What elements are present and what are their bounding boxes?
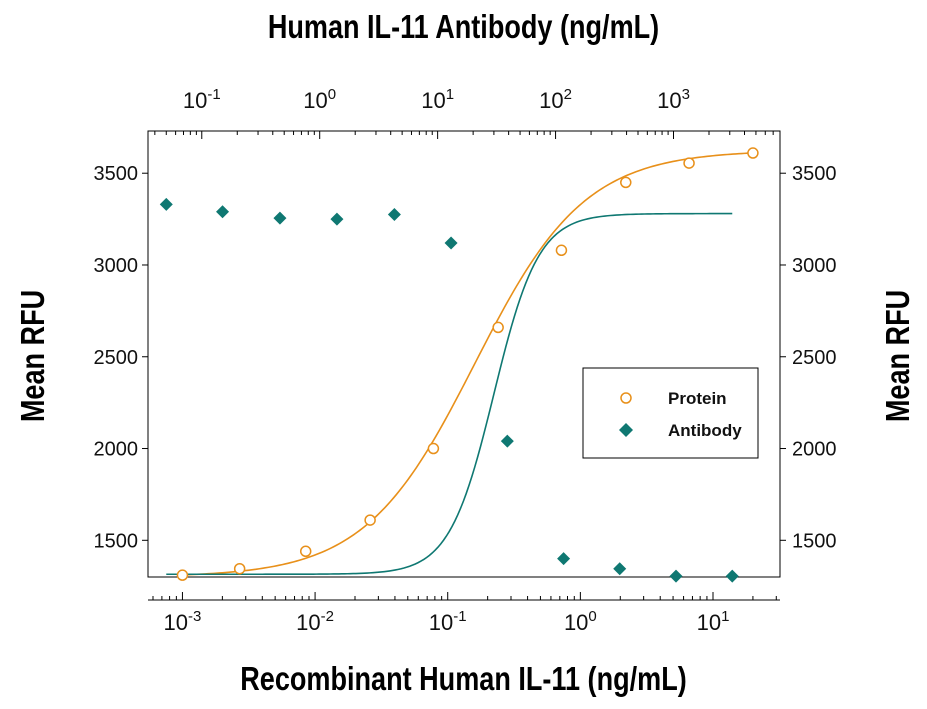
bottom-axis-title: Recombinant Human IL-11 (ng/mL) bbox=[240, 660, 687, 697]
top-x-tick-label: 10-1 bbox=[183, 86, 221, 113]
top-axis-title: Human IL-11 Antibody (ng/mL) bbox=[267, 8, 660, 45]
antibody-point bbox=[613, 562, 627, 576]
antibody-point bbox=[159, 197, 173, 211]
legend-antibody-label: Antibody bbox=[668, 421, 742, 440]
bottom-x-tick-label: 100 bbox=[564, 608, 597, 635]
fit-curves bbox=[166, 152, 753, 576]
y-tick-label-left: 3500 bbox=[94, 163, 139, 185]
protein-fit-curve bbox=[182, 152, 753, 576]
y-tick-label-left: 2500 bbox=[94, 347, 139, 369]
y-tick-label-left: 1500 bbox=[94, 530, 139, 552]
antibody-point bbox=[669, 569, 683, 583]
y-tick-label-right: 2500 bbox=[792, 347, 837, 369]
legend-box bbox=[582, 367, 759, 459]
protein-point bbox=[747, 147, 759, 159]
antibody-point bbox=[330, 212, 344, 226]
antibody-point bbox=[387, 208, 401, 222]
y-tick-label-right: 1500 bbox=[792, 530, 837, 552]
bottom-x-tick-label: 10-1 bbox=[429, 608, 467, 635]
y-tick-label-left: 2000 bbox=[94, 439, 139, 461]
data-points bbox=[159, 147, 759, 583]
y-tick-label-right: 3000 bbox=[792, 255, 837, 277]
antibody-point bbox=[216, 205, 230, 219]
y-tick-label-left: 3000 bbox=[94, 255, 139, 277]
top-x-tick-label: 100 bbox=[303, 86, 336, 113]
protein-point bbox=[683, 157, 695, 169]
antibody-fit-curve bbox=[166, 212, 733, 576]
protein-point bbox=[233, 562, 246, 575]
protein-point bbox=[620, 176, 632, 189]
antibody-point bbox=[273, 211, 287, 225]
protein-point bbox=[299, 545, 312, 558]
legend: Protein Antibody bbox=[582, 367, 759, 459]
legend-protein-label: Protein bbox=[668, 389, 727, 408]
bottom-x-tick-label: 101 bbox=[697, 608, 730, 635]
antibody-point bbox=[500, 434, 514, 448]
antibody-point bbox=[557, 552, 571, 566]
protein-point bbox=[555, 244, 568, 257]
legend-antibody-marker bbox=[619, 423, 633, 437]
top-x-tick-label: 103 bbox=[657, 86, 690, 113]
protein-point bbox=[364, 514, 376, 526]
y-tick-label-right: 3500 bbox=[792, 163, 837, 185]
protein-point bbox=[427, 442, 440, 455]
plot-area-frame bbox=[147, 130, 781, 578]
bottom-x-tick-label: 10-2 bbox=[296, 608, 334, 635]
antibody-point bbox=[725, 569, 739, 583]
bottom-x-tick-label: 10-3 bbox=[164, 608, 202, 635]
top-x-tick-label: 102 bbox=[539, 86, 572, 113]
protein-point bbox=[176, 569, 189, 581]
top-x-tick-label: 101 bbox=[421, 86, 454, 113]
protein-point bbox=[492, 321, 504, 334]
y-tick-label-right: 2000 bbox=[792, 439, 837, 461]
axes: 1500 1500 2000 2000 2500 2500 3000 3000 3500 3500… bbox=[94, 86, 837, 635]
antibody-point bbox=[444, 236, 458, 250]
legend-protein-marker bbox=[620, 392, 632, 404]
